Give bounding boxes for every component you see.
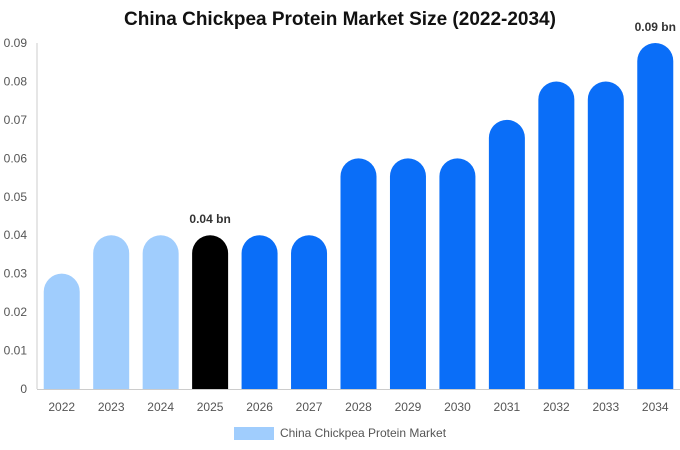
x-tick-label: 2024: [147, 400, 174, 414]
y-tick-label: 0.05: [4, 190, 28, 204]
y-tick-label: 0.09: [4, 36, 28, 50]
data-label-2034: 0.09 bn: [635, 20, 676, 34]
chart-title: China Chickpea Protein Market Size (2022…: [124, 9, 556, 30]
bar-2031: [488, 119, 525, 390]
x-tick-label: 2025: [197, 400, 224, 414]
y-tick-label: 0.07: [4, 113, 28, 127]
bar-2034: [637, 43, 674, 389]
x-tick-label: 2030: [444, 400, 471, 414]
y-tick-label: 0.03: [4, 267, 28, 281]
bar-2023: [93, 235, 130, 389]
bar-2027: [291, 235, 328, 389]
data-label-2025: 0.04 bn: [189, 212, 230, 226]
bar-2032: [538, 81, 575, 389]
y-tick-label: 0.02: [4, 305, 28, 319]
x-tick-label: 2027: [296, 400, 323, 414]
legend-label: China Chickpea Protein Market: [279, 426, 447, 440]
y-tick-label: 0.04: [4, 228, 28, 242]
y-tick-label: 0: [20, 382, 27, 396]
bar-2028: [340, 158, 377, 389]
bar-2033: [587, 81, 624, 389]
legend: China Chickpea Protein Market: [0, 426, 680, 440]
x-tick-label: 2031: [494, 400, 521, 414]
bar-2024: [142, 235, 179, 389]
y-tick-label: 0.08: [4, 74, 28, 88]
y-tick-label: 0.01: [4, 344, 28, 358]
x-tick-label: 2028: [345, 400, 372, 414]
bar-2022: [43, 273, 80, 389]
bar-2029: [389, 158, 426, 389]
legend-swatch: [233, 426, 274, 440]
x-tick-label: 2023: [98, 400, 125, 414]
bar-2026: [241, 235, 278, 389]
x-tick-label: 2022: [48, 400, 75, 414]
x-tick-label: 2032: [543, 400, 570, 414]
bar-2025: [192, 235, 229, 389]
y-tick-label: 0.06: [4, 151, 28, 165]
x-tick-label: 2033: [592, 400, 619, 414]
x-tick-label: 2029: [395, 400, 422, 414]
bar-2030: [439, 158, 476, 389]
x-tick-label: 2034: [642, 400, 669, 414]
x-tick-label: 2026: [246, 400, 273, 414]
